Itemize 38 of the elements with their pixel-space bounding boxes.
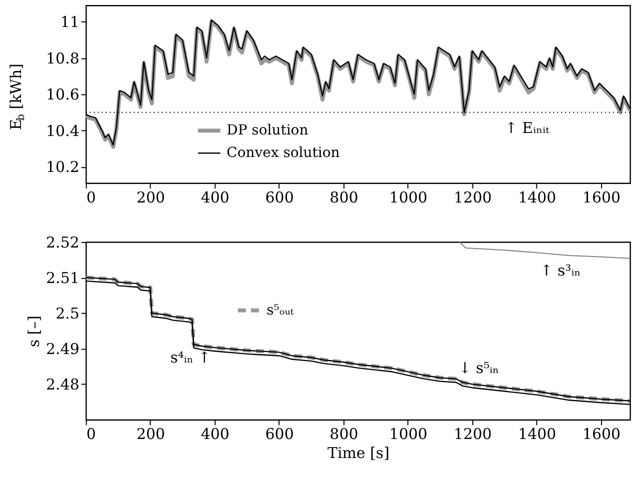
x-tick-label: 1400 [518,188,556,207]
annotation: ↑ s³ᵢₙ [540,261,581,280]
x-tick-label: 200 [136,425,166,444]
x-tick-label: 1200 [454,188,492,207]
x-tick-label: 800 [330,188,358,207]
x-tick-label: 400 [200,425,230,444]
x-tick-label: 0 [86,425,96,444]
x-tick-label: 200 [136,188,166,207]
y-tick-label: 10.2 [46,158,80,176]
x-tick-label: 400 [200,188,230,207]
x-tick-label: 600 [265,425,294,444]
y-axis-title: s [–] [25,316,44,348]
x-tick-label: 1600 [582,425,621,444]
legend-label: Convex solution [226,145,340,162]
y-axis-title: Eb [kWh] [6,63,27,130]
x-tick-label: 1400 [518,425,556,444]
x-tick-label: 1000 [389,425,428,444]
y-tick-label: 2.52 [46,233,80,252]
y-tick-label: 2.48 [46,376,80,394]
y-tick-label: 2.5 [56,304,80,323]
annotation: s⁴ᵢₙ ↑ [170,348,211,366]
y-tick-label: 11 [60,13,80,32]
annotation: ↓ s⁵ᵢₙ [458,359,500,378]
x-axis-title: Time [s] [327,444,390,462]
x-tick-label: 0 [86,188,96,207]
annotation: ↑ Eᵢₙᵢₜ [504,118,550,137]
x-tick-label: 1000 [389,188,428,207]
x-tick-label: 800 [330,425,358,444]
legend-label: DP solution [226,122,308,139]
y-tick-label: 10.4 [46,122,80,140]
x-tick-label: 1600 [582,188,621,207]
x-tick-label: 600 [265,188,294,207]
y-tick-label: 10.6 [46,86,80,104]
x-tick-label: 1200 [454,425,492,444]
y-tick-label: 2.49 [46,340,80,358]
legend-label: s⁵ₒᵤₜ [266,302,294,318]
y-tick-label: 10.8 [46,49,80,68]
y-tick-label: 2.51 [46,269,80,288]
